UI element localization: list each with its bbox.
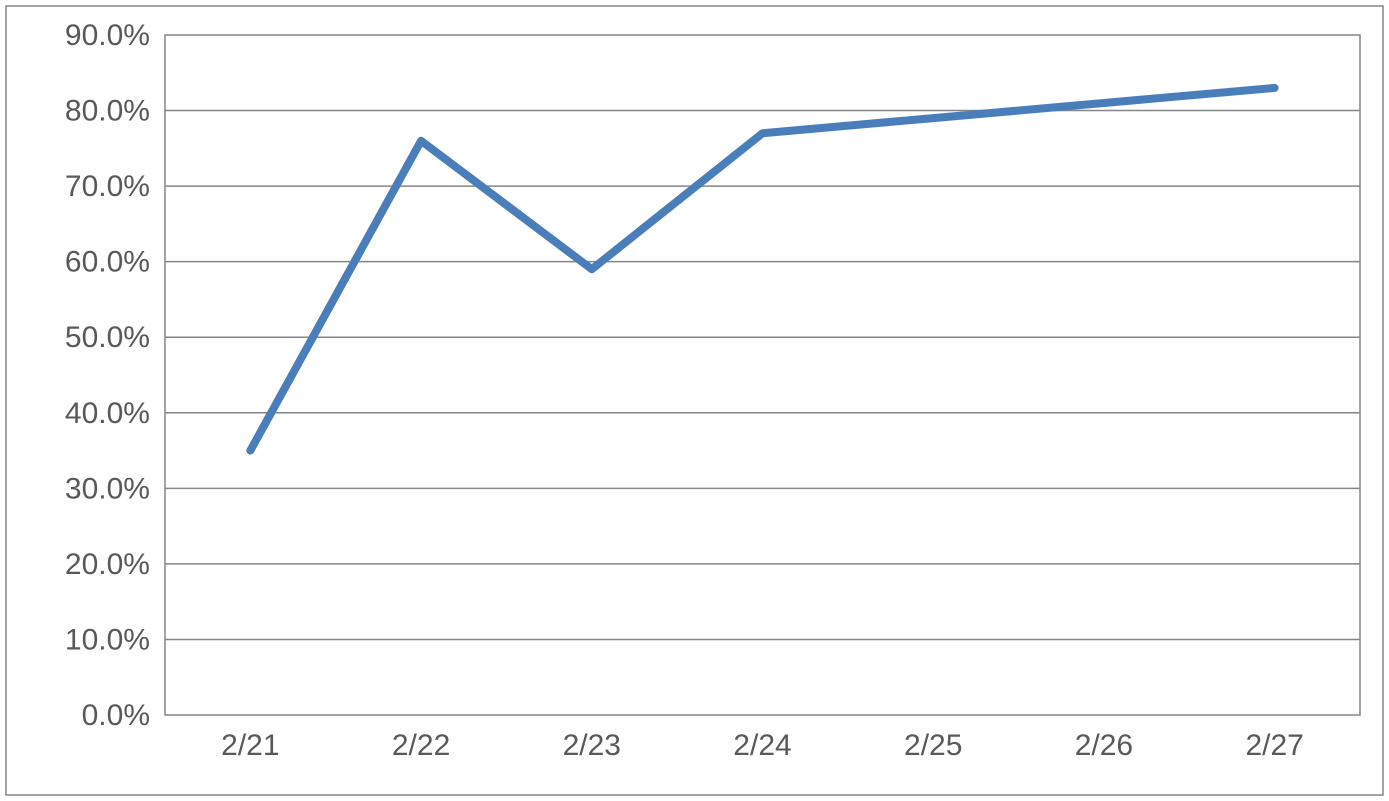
- y-axis-labels: 0.0% 10.0% 20.0% 30.0% 40.0% 50.0% 60.0% 70.0% 8…: [65, 19, 150, 732]
- y-tick-label: 80.0%: [65, 95, 150, 128]
- x-axis-labels: 2/21 2/22 2/23 2/24 2/25 2/26 2/27: [221, 729, 1304, 762]
- y-tick-label: 40.0%: [65, 397, 150, 430]
- x-tick-label: 2/22: [392, 729, 450, 762]
- outer-border: [6, 6, 1383, 795]
- x-tick-label: 2/27: [1245, 729, 1303, 762]
- y-tick-label: 30.0%: [65, 472, 150, 505]
- chart-svg: 0.0% 10.0% 20.0% 30.0% 40.0% 50.0% 60.0% 70.0% 8…: [0, 0, 1389, 801]
- x-tick-label: 2/21: [221, 729, 279, 762]
- y-tick-label: 60.0%: [65, 246, 150, 279]
- y-tick-label: 90.0%: [65, 19, 150, 52]
- line-chart: 0.0% 10.0% 20.0% 30.0% 40.0% 50.0% 60.0% 70.0% 8…: [0, 0, 1389, 801]
- x-tick-label: 2/26: [1075, 729, 1133, 762]
- grid-lines: [165, 111, 1360, 640]
- y-tick-label: 70.0%: [65, 170, 150, 203]
- y-tick-label: 20.0%: [65, 548, 150, 581]
- y-tick-label: 10.0%: [65, 623, 150, 656]
- x-tick-label: 2/23: [563, 729, 621, 762]
- x-tick-label: 2/25: [904, 729, 962, 762]
- x-tick-label: 2/24: [733, 729, 791, 762]
- data-series-line: [250, 88, 1274, 451]
- y-tick-label: 0.0%: [82, 699, 150, 732]
- y-tick-label: 50.0%: [65, 321, 150, 354]
